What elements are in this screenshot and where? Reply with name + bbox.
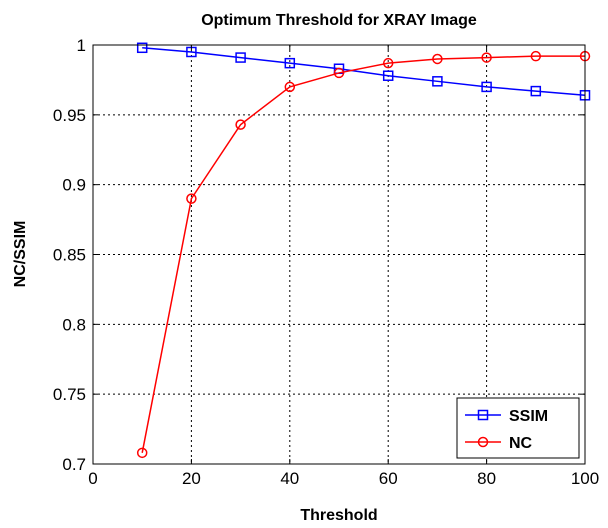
- ssim-point: [530, 85, 542, 97]
- x-tick-label: 40: [280, 469, 299, 488]
- legend-label-nc: NC: [509, 435, 533, 452]
- nc-point: [136, 447, 148, 459]
- y-tick-label: 0.8: [62, 315, 86, 334]
- y-tick-label: 0.95: [53, 106, 86, 125]
- nc-point: [432, 53, 443, 65]
- nc-series: [136, 50, 591, 459]
- x-axis-label: Threshold: [300, 507, 377, 524]
- legend-box: [456, 397, 580, 459]
- ssim-point: [382, 70, 394, 81]
- ssim-point: [284, 57, 296, 69]
- chart-title: Optimum Threshold for XRAY Image: [201, 12, 477, 29]
- legend-item-nc: NC: [465, 435, 533, 452]
- legend-label-ssim: SSIM: [509, 408, 548, 425]
- x-tick-label: 0: [88, 469, 97, 488]
- ssim-point: [136, 42, 148, 54]
- nc-point: [530, 50, 542, 62]
- legend-marker-nc: [477, 436, 489, 448]
- legend-item-ssim: SSIM: [465, 408, 548, 425]
- y-tick-label: 0.85: [53, 246, 86, 265]
- nc-point: [235, 119, 246, 130]
- nc-point: [382, 57, 394, 69]
- y-tick-label: 0.7: [62, 455, 86, 474]
- nc-point: [284, 81, 296, 93]
- nc-point: [333, 67, 345, 79]
- nc-line: [141, 55, 585, 453]
- grid-lines: [93, 45, 585, 464]
- nc-point: [186, 193, 197, 204]
- legend: SSIM NC: [456, 397, 580, 459]
- x-tick-label: 20: [182, 469, 201, 488]
- x-tick-label: 60: [379, 469, 398, 488]
- y-tick-label: 1: [77, 36, 86, 55]
- ssim-line: [142, 47, 586, 97]
- ssim-point: [432, 76, 443, 87]
- legend-marker-ssim: [477, 409, 489, 421]
- y-tick-label: 0.75: [53, 385, 86, 404]
- y-tick-label: 0.9: [62, 176, 86, 195]
- x-tick-label: 80: [477, 469, 496, 488]
- axis-ticks: 0 20 40 60 80 100 0.7 0.75 0.8 0.85 0.9 0.95 1: [53, 36, 599, 488]
- ssim-point: [235, 52, 246, 63]
- y-axis-label: NC/SSIM: [12, 221, 29, 288]
- x-tick-label: 100: [571, 469, 599, 488]
- nc-point: [481, 52, 492, 63]
- ssim-point: [481, 81, 492, 93]
